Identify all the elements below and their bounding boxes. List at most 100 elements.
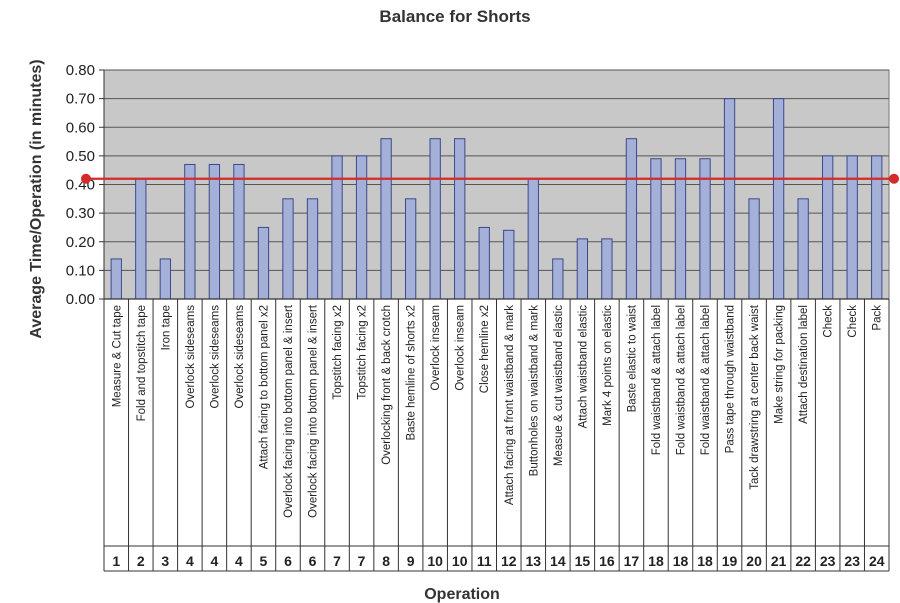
chart-title: Balance for Shorts	[379, 7, 530, 26]
bar	[846, 155, 858, 300]
bar	[625, 138, 638, 300]
operation-number-label: 17	[624, 553, 640, 569]
y-tick-label: 0.60	[66, 119, 95, 136]
bar	[257, 226, 270, 300]
operation-number-label: 24	[869, 553, 885, 569]
bar	[601, 238, 613, 300]
x-category-label: Overlock inseam	[455, 305, 467, 391]
bar	[748, 198, 760, 300]
x-category-label: Overlock facing into bottom panel & inse…	[308, 304, 320, 518]
bar	[723, 98, 736, 300]
operation-number-label: 20	[746, 553, 762, 569]
bar	[503, 229, 515, 300]
x-category-label: Close hemline x2	[479, 305, 491, 393]
operation-number-label: 22	[795, 553, 811, 569]
bar	[331, 155, 343, 300]
operation-number-label: 5	[260, 553, 268, 569]
x-category-label: Topstitch facing x2	[332, 305, 344, 400]
bar	[135, 178, 147, 300]
operation-number-label: 13	[526, 553, 542, 569]
bar	[282, 198, 294, 300]
bar	[871, 155, 883, 300]
x-category-label: Overlock sideseams	[234, 305, 246, 409]
operation-number-label: 1	[112, 553, 120, 569]
x-category-label: Fold waistband & attach label	[675, 305, 687, 455]
operation-number-label: 14	[550, 553, 566, 569]
x-category-label: Buttonholes on waistband & mark	[528, 305, 540, 477]
operation-number-label: 8	[382, 553, 390, 569]
y-tick-label: 0.80	[66, 62, 95, 79]
operation-number-label: 15	[575, 553, 591, 569]
x-category-label: Check	[823, 305, 835, 338]
bar	[454, 138, 466, 300]
bar	[527, 178, 539, 300]
y-tick-label: 0.70	[66, 91, 95, 108]
bar	[159, 258, 171, 300]
reference-line-end-marker	[889, 173, 899, 184]
x-category-label: Fold waistband & attach label	[700, 305, 712, 455]
bar	[355, 155, 368, 300]
y-tick-label: 0.30	[66, 205, 95, 222]
bar	[380, 138, 392, 300]
operation-number-label: 2	[137, 553, 145, 569]
x-category-label: Attach destination label	[798, 305, 810, 424]
bar	[429, 138, 441, 300]
operation-number-label: 4	[186, 553, 194, 569]
bar	[822, 155, 834, 300]
plot-area: 0.000.100.200.300.400.500.600.700.80Meas…	[66, 62, 899, 572]
x-category-label: Pack	[872, 305, 884, 331]
bar	[306, 198, 319, 300]
x-category-label: Overlock sideseams	[185, 305, 197, 409]
operation-number-label: 16	[599, 553, 615, 569]
bar	[233, 163, 245, 300]
x-category-label: Measue & cut waistband elastic	[553, 305, 565, 466]
operation-number-label: 4	[235, 553, 243, 569]
x-category-label: Attach facing at front waistband & mark	[504, 305, 516, 505]
operation-number-label: 7	[358, 553, 366, 569]
operation-number-label: 23	[820, 553, 836, 569]
operation-number-label: 19	[722, 553, 738, 569]
operation-number-label: 10	[452, 553, 468, 569]
x-category-label: Overlocking front & back crotch	[381, 305, 393, 465]
operation-number-label: 6	[309, 553, 317, 569]
bar	[478, 226, 490, 300]
bar	[208, 163, 221, 300]
y-axis-title: Average Time/Operation (in minutes)	[28, 59, 45, 338]
x-category-label: Overlock sideseams	[209, 305, 221, 409]
bar	[184, 163, 196, 300]
reference-line-start-marker	[81, 173, 91, 184]
bar	[552, 258, 564, 300]
x-category-label: Overlock inseam	[430, 305, 442, 391]
y-tick-label: 0.50	[66, 148, 95, 165]
x-category-label: Check	[847, 305, 859, 338]
x-category-label: Make string for packing	[774, 305, 786, 424]
operation-number-label: 18	[648, 553, 664, 569]
operation-number-label: 4	[210, 553, 218, 569]
bar	[797, 198, 809, 300]
x-category-label: Fold and topstitch tape	[136, 305, 148, 421]
x-category-label: Fold waistband & attach label	[651, 305, 663, 455]
operation-number-label: 21	[771, 553, 787, 569]
bar	[404, 198, 417, 300]
operation-number-label: 3	[161, 553, 169, 569]
x-category-label: Mark 4 points on elastic	[602, 305, 614, 426]
x-category-label: Topstitch facing x2	[357, 305, 369, 400]
y-tick-label: 0.20	[66, 234, 95, 251]
operation-number-label: 12	[501, 553, 517, 569]
x-category-label: Attach facing to bottom panel x2	[258, 305, 270, 469]
operation-number-label: 18	[673, 553, 689, 569]
bar	[772, 98, 785, 300]
y-tick-label: 0.00	[66, 291, 95, 308]
operation-number-label: 11	[477, 553, 492, 569]
x-category-label: Tack drawstring at center back waist	[749, 304, 761, 490]
x-category-label: Baste hemline of shorts x2	[406, 305, 418, 441]
bar	[110, 258, 122, 300]
x-category-label: Attach waistband elastic	[577, 305, 589, 429]
x-axis-title: Operation	[424, 586, 500, 603]
operation-number-label: 18	[697, 553, 713, 569]
x-category-label: Iron tape	[160, 305, 172, 350]
x-category-label: Pass tape through waistband	[725, 305, 737, 453]
x-category-label: Measure & Cut tape	[111, 305, 123, 407]
operation-number-label: 9	[407, 553, 415, 569]
